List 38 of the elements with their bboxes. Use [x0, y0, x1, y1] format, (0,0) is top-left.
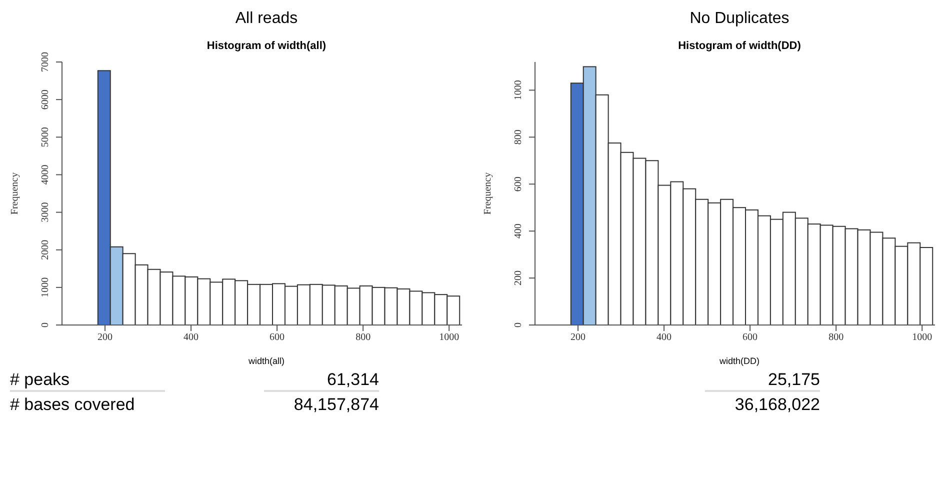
chart-subtitle: Histogram of width(DD) — [677, 40, 802, 52]
text: 84,157,874 — [292, 395, 379, 415]
x-tick-label: 800 — [356, 332, 371, 344]
y-tick-label: 0 — [40, 322, 51, 328]
y-tick-label: 4000 — [40, 164, 51, 185]
chart-subtitle: Histogram of width(all) — [206, 40, 328, 52]
x-tick-label: 600 — [270, 332, 285, 344]
y-tick-label: 1000 — [40, 277, 51, 298]
text: # bases covered — [10, 395, 136, 415]
x-tick-label: 200 — [570, 332, 586, 344]
y-tick-label: 200 — [513, 270, 524, 286]
y-tick-label: 1000 — [513, 80, 524, 100]
y-tick-label: 0 — [513, 322, 524, 328]
x-tick-label: 400 — [184, 332, 199, 344]
chart-title: No Duplicates — [688, 10, 790, 28]
text: 61,314 — [264, 370, 379, 392]
y-tick-label: 800 — [513, 130, 524, 145]
y-tick-label: 400 — [513, 224, 524, 239]
x-tick-label: 1000 — [439, 332, 460, 344]
y-tick-label: 5000 — [40, 127, 51, 148]
x-axis-title: width(all) — [247, 356, 286, 366]
x-tick-label: 1000 — [912, 332, 932, 344]
x-tick-label: 600 — [742, 332, 758, 344]
text: 25,175 — [705, 370, 820, 392]
y-axis-title: Frequency — [482, 172, 494, 215]
y-axis-title: Frequency — [10, 172, 21, 215]
y-tick-label: 3000 — [40, 202, 51, 222]
x-tick-label: 400 — [656, 332, 672, 344]
y-tick-label: 7000 — [40, 52, 51, 72]
x-axis-title: width(DD) — [718, 356, 760, 366]
x-tick-label: 800 — [828, 332, 844, 344]
text: 36,168,022 — [734, 395, 820, 415]
x-tick-label: 200 — [98, 332, 113, 344]
chart-title: All reads — [234, 10, 299, 28]
text: # peaks — [10, 370, 165, 392]
y-tick-label: 2000 — [40, 240, 51, 260]
y-tick-label: 600 — [513, 176, 524, 192]
y-tick-label: 6000 — [40, 90, 51, 110]
